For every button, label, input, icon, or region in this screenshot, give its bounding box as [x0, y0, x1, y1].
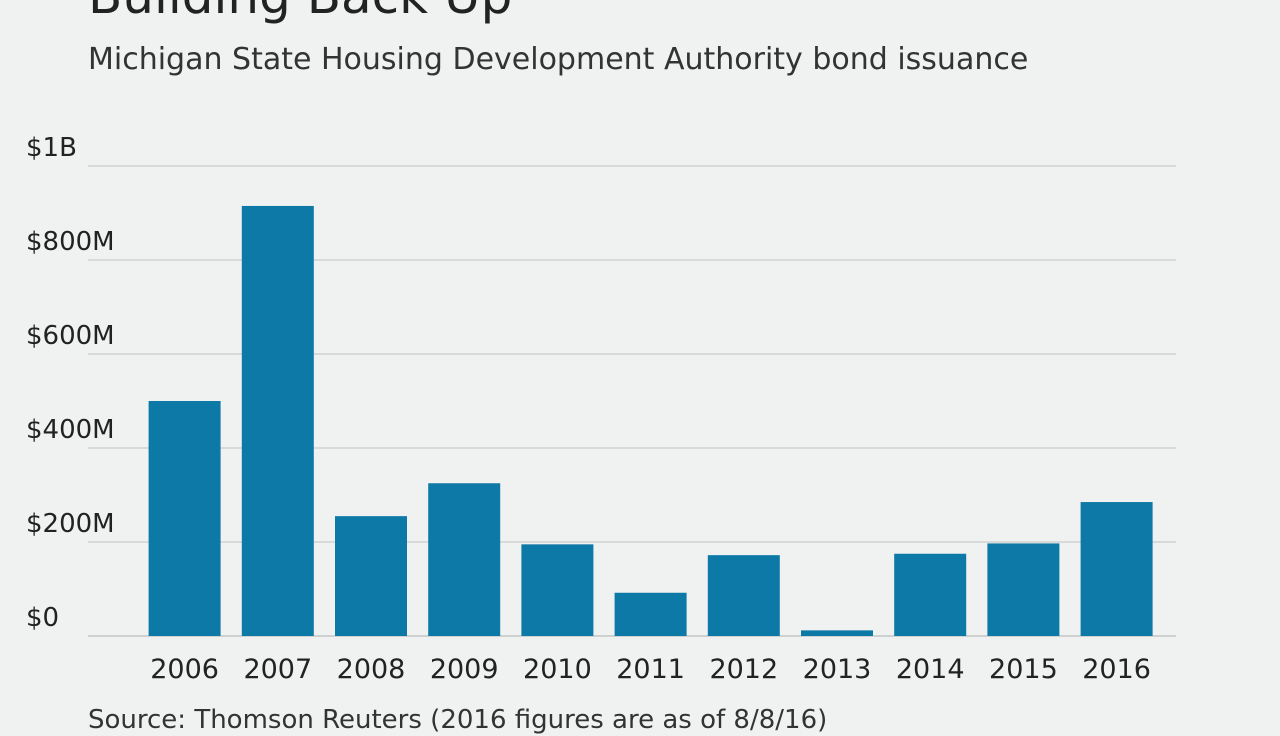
x-tick-label: 2010 [523, 654, 592, 685]
x-tick-label: 2009 [430, 654, 499, 685]
bar-2012 [707, 555, 780, 636]
x-tick-label: 2011 [616, 654, 685, 685]
bar-2013 [801, 630, 873, 636]
bar-2006 [148, 401, 221, 636]
bar-2015 [987, 543, 1060, 636]
y-tick-label: $200M [26, 509, 115, 539]
bars [148, 205, 1153, 636]
y-tick-label: $800M [26, 227, 115, 257]
bar-2016 [1080, 502, 1153, 636]
source-note: Source: Thomson Reuters (2016 figures ar… [88, 705, 828, 735]
x-tick-label: 2015 [989, 654, 1058, 685]
bar-2011 [614, 592, 687, 636]
x-tick-label: 2012 [709, 654, 778, 685]
bar-2010 [521, 544, 594, 636]
x-tick-label: 2006 [150, 654, 219, 685]
bar-chart: $0$200M$400M$600M$800M$1B 2006 2007 2008 20… [26, 133, 1176, 685]
x-axis-tick-labels: 2006 2007 2008 2009 2010 2011 2012 2013 2014 2015… [150, 654, 1151, 685]
y-tick-label: $1B [26, 133, 77, 163]
chart-title: Building Back Up [88, 0, 512, 26]
y-tick-label: $400M [26, 415, 115, 445]
y-tick-label: $600M [26, 321, 115, 351]
y-tick-label: $0 [26, 603, 59, 633]
bar-2007 [241, 205, 314, 636]
chart-subtitle: Michigan State Housing Development Autho… [88, 42, 1029, 77]
x-tick-label: 2007 [243, 654, 312, 685]
x-tick-label: 2016 [1082, 654, 1151, 685]
bar-2014 [894, 553, 967, 636]
x-tick-label: 2013 [803, 654, 872, 685]
x-tick-label: 2014 [896, 654, 965, 685]
y-axis-tick-labels: $0 $200M $400M $600M $800M $1B [26, 133, 115, 633]
bar-2009 [428, 483, 501, 636]
bar-2008 [335, 516, 407, 636]
x-tick-label: 2008 [337, 654, 406, 685]
